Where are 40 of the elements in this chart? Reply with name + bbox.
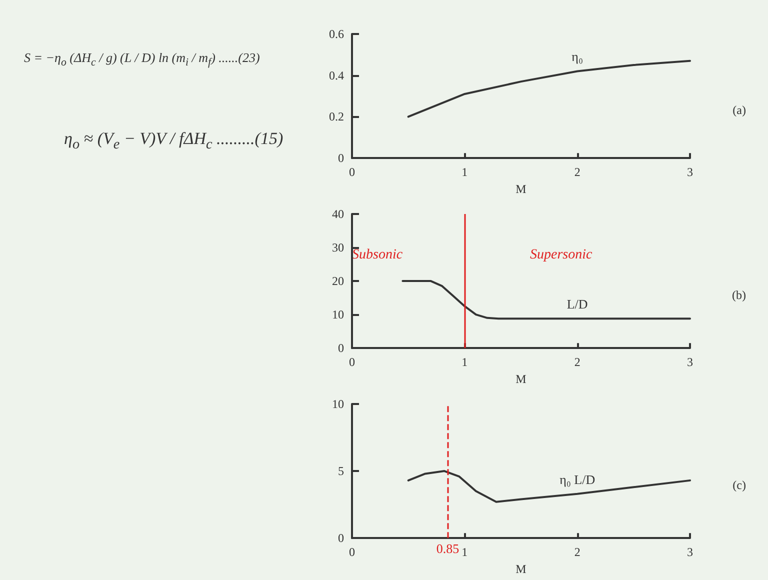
y-tick-label: 0.2 [329, 110, 344, 124]
series-label: L/D [566, 296, 588, 312]
x-tick-label: 2 [574, 355, 580, 370]
y-tick-label: 5 [338, 464, 344, 478]
y-tick-label: 30 [332, 240, 344, 255]
x-tick-label: 0 [349, 545, 355, 560]
x-axis-title: M [516, 182, 527, 196]
annotation: Subsonic [352, 248, 404, 262]
x-tick-label: 1 [462, 165, 468, 180]
series-label: η₀ L/D [560, 472, 596, 487]
y-tick-label: 10 [332, 308, 344, 322]
x-tick-label: 3 [687, 545, 693, 560]
x-tick-label: 0 [349, 355, 355, 370]
y-tick-label: 10 [332, 397, 344, 411]
x-tick-label: 1 [462, 545, 468, 560]
y-tick-label: 0 [338, 341, 344, 356]
x-tick-label: 2 [574, 545, 580, 560]
text: η$_{o}$ ≈ (V$_{e}$ − V)V / fΔH$_{c}$ .........(15) [64, 128, 284, 153]
x-tick-label: 1 [462, 355, 468, 370]
x-tick-label: 3 [687, 355, 693, 370]
y-tick-label: 0 [338, 151, 344, 166]
text: S = −η$_{o}$ (ΔH$_{c}$ / g) (L / D) ln (m$_{i}$ / m$_{f}$) ......(23) [24, 50, 260, 69]
x-axis-title: M [516, 562, 527, 576]
y-tick-label: 40 [332, 207, 344, 221]
x-tick-label: 3 [687, 165, 693, 180]
series-label: η₀ [572, 49, 584, 64]
text: (a) [732, 103, 746, 117]
line-series [407, 470, 691, 503]
text: (b) [732, 288, 746, 302]
x-axis-title: M [516, 372, 527, 386]
ref-line-label: 0.85 [436, 541, 460, 556]
line-series [402, 280, 691, 320]
y-tick-label: 0 [338, 531, 344, 546]
annotation: Supersonic [530, 248, 593, 262]
y-tick-label: 20 [332, 274, 344, 288]
x-tick-label: 2 [574, 165, 580, 180]
x-tick-label: 0 [349, 165, 355, 180]
text: (c) [732, 478, 746, 492]
y-tick-label: 0.4 [329, 68, 344, 82]
y-tick-label: 0.6 [329, 27, 344, 41]
